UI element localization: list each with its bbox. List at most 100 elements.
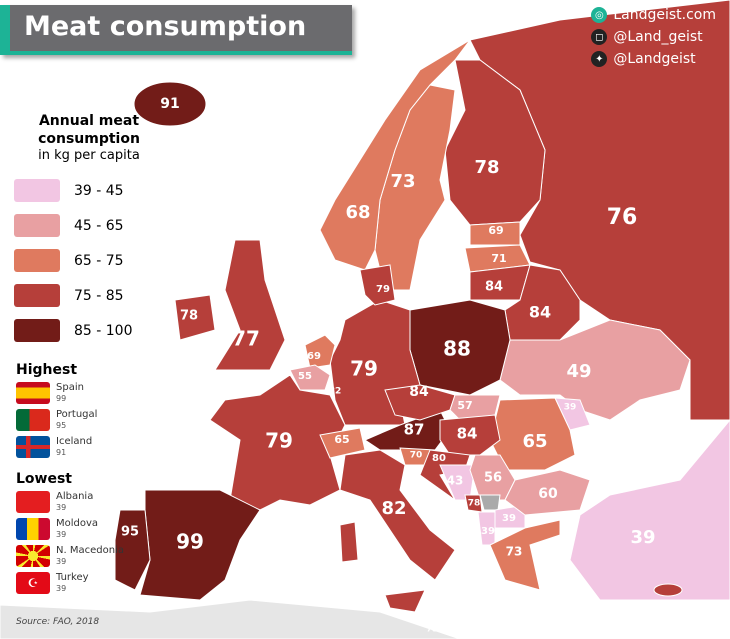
country-value: 39	[56, 557, 67, 566]
highest-item: Iceland 91	[16, 436, 156, 463]
lowest-item: N. Macedonia 39	[16, 545, 156, 572]
label-moldova: 39	[564, 403, 577, 413]
label-denmark: 79	[376, 284, 390, 295]
website-link[interactable]: ◎ Landgeist.com	[591, 4, 716, 26]
legend-item: 85 - 100	[14, 313, 164, 348]
label-malta: 78	[426, 625, 438, 634]
legend-range: 45 - 65	[74, 217, 124, 234]
title-banner: Meat consumption	[0, 5, 352, 55]
website-text: Landgeist.com	[613, 7, 716, 23]
label-ireland: 78	[180, 309, 198, 324]
country-denmark	[359, 264, 396, 306]
turkey-flag-icon: ☪	[16, 572, 50, 594]
country-name: Turkey	[56, 572, 89, 583]
country-name: Iceland	[56, 436, 93, 447]
label-slovenia: 70	[410, 451, 423, 461]
label-netherlands: 69	[307, 351, 321, 362]
albania-flag-icon	[16, 491, 50, 513]
label-n-macedonia: 39	[502, 513, 516, 524]
label-hungary: 84	[457, 425, 478, 443]
title-accent	[0, 5, 10, 51]
label-greece: 73	[506, 545, 523, 559]
label-portugal: 95	[121, 525, 139, 540]
highest-item: Spain 99	[16, 382, 156, 409]
label-spain: 99	[176, 530, 204, 554]
legend-range: 65 - 75	[74, 252, 124, 269]
label-slovakia: 57	[457, 399, 472, 412]
lowest-item: ☪ Turkey 39	[16, 572, 156, 599]
label-cyprus: 77	[654, 599, 665, 608]
country-netherlands	[304, 334, 336, 369]
twitter-link[interactable]: ✦ @Landgeist	[591, 48, 716, 70]
country-switzerland	[319, 427, 366, 459]
lowest-item: Moldova 39	[16, 518, 156, 545]
country-greece	[489, 519, 561, 591]
label-norway: 68	[345, 202, 370, 223]
lowest-title: Lowest	[16, 471, 72, 487]
country-croatia	[419, 449, 471, 501]
legend-swatch	[14, 319, 60, 342]
country-ireland	[174, 294, 216, 341]
legend-range: 39 - 45	[74, 182, 124, 199]
country-value: 39	[56, 503, 67, 512]
country-value: 39	[56, 584, 67, 593]
label-serbia: 56	[484, 471, 502, 486]
country-value: 39	[56, 530, 67, 539]
country-name: Spain	[56, 382, 84, 393]
label-poland: 88	[443, 337, 471, 361]
country-value: 95	[56, 421, 67, 430]
twitter-icon: ✦	[591, 51, 608, 67]
rankings: Highest Spain 99 Portugal 95 Iceland 91 Low…	[16, 362, 156, 599]
label-iceland: 91	[160, 96, 179, 112]
country-value: 91	[56, 448, 67, 457]
label-switzerland: 65	[334, 433, 349, 446]
country-iceland	[133, 81, 207, 127]
label-uk: 77	[232, 327, 260, 351]
legend-swatch	[14, 249, 60, 272]
social-links: ◎ Landgeist.com ◻ @Land_geist ✦ @Landgeist	[591, 4, 716, 70]
iceland-flag-icon	[16, 436, 50, 458]
label-czechia: 84	[409, 384, 429, 400]
label-croatia: 80	[432, 453, 446, 464]
legend-title: Annual meat consumption	[38, 113, 140, 147]
country-name: Moldova	[56, 518, 99, 529]
globe-icon: ◎	[591, 7, 608, 23]
country-name: Portugal	[56, 409, 98, 420]
legend-range: 85 - 100	[74, 322, 133, 339]
country-cyprus	[653, 583, 683, 597]
instagram-link[interactable]: ◻ @Land_geist	[591, 26, 716, 48]
label-luxembourg: 82	[329, 387, 342, 397]
label-turkey: 39	[630, 527, 655, 548]
label-italy: 82	[381, 498, 406, 519]
page-title: Meat consumption	[24, 11, 307, 42]
instagram-icon: ◻	[591, 29, 608, 45]
label-lithuania: 84	[485, 280, 503, 295]
label-france: 79	[265, 429, 293, 453]
legend-item: 75 - 85	[14, 278, 164, 313]
country-value: 99	[56, 394, 67, 403]
legend-subtitle: in kg per capita	[38, 148, 140, 163]
label-albania: 39	[481, 526, 495, 537]
country-name: Albania	[56, 491, 94, 502]
country-turkey	[569, 419, 730, 601]
label-montenegro: 78	[468, 499, 481, 509]
label-ukraine: 49	[566, 361, 591, 382]
label-belgium: 55	[298, 371, 312, 382]
twitter-text: @Landgeist	[613, 51, 696, 67]
legend: Annual meat consumption in kg per capita…	[14, 112, 164, 348]
legend-swatch	[14, 214, 60, 237]
country-sicily	[384, 589, 426, 613]
label-austria: 87	[404, 421, 425, 439]
legend-swatch	[14, 179, 60, 202]
label-germany: 79	[350, 357, 378, 381]
label-russia: 76	[607, 205, 638, 230]
spain-flag-icon	[16, 382, 50, 404]
africa-land	[0, 599, 461, 639]
portugal-flag-icon	[16, 409, 50, 431]
legend-item: 65 - 75	[14, 243, 164, 278]
legend-item: 45 - 65	[14, 208, 164, 243]
legend-swatch	[14, 284, 60, 307]
country-bulgaria	[504, 469, 591, 516]
